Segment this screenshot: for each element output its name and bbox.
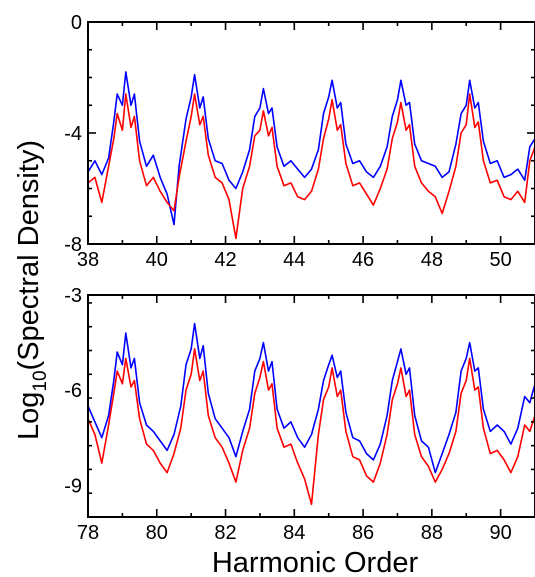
x-tick-label: 82 bbox=[214, 522, 236, 544]
x-tick-label: 90 bbox=[489, 522, 511, 544]
x-tick-label: 84 bbox=[283, 522, 305, 544]
top-series-line-red bbox=[88, 93, 535, 240]
y-tick-label: -4 bbox=[64, 123, 82, 145]
bottom-panel: 78 80 82 84 86 88 90 -3 -6 -9 bbox=[64, 285, 535, 544]
y-axis-label-rest: (Spectral Density) bbox=[13, 140, 45, 370]
x-tick-label: 44 bbox=[283, 249, 305, 271]
x-tick-label: 50 bbox=[489, 249, 511, 271]
bottom-panel-tick-labels: 78 80 82 84 86 88 90 -3 -6 -9 bbox=[64, 285, 512, 544]
top-panel-ticks bbox=[87, 21, 535, 245]
y-tick-label: 0 bbox=[71, 12, 82, 34]
bottom-panel-ticks bbox=[87, 295, 535, 518]
x-tick-label: 86 bbox=[352, 522, 374, 544]
x-tick-label: 88 bbox=[421, 522, 443, 544]
top-series-line-blue bbox=[88, 71, 535, 226]
x-axis-label: Harmonic Order bbox=[212, 547, 419, 577]
x-tick-label: 46 bbox=[352, 249, 374, 271]
top-panel-frame bbox=[87, 21, 535, 245]
top-panel-series-group bbox=[88, 71, 535, 240]
y-axis-label-log: Log bbox=[13, 392, 45, 440]
x-tick-label: 42 bbox=[214, 249, 236, 271]
x-tick-label: 38 bbox=[77, 249, 99, 271]
y-tick-label: -6 bbox=[64, 380, 82, 402]
x-tick-label: 78 bbox=[77, 522, 99, 544]
bottom-series-line-blue bbox=[88, 322, 535, 474]
y-tick-label: -3 bbox=[64, 285, 82, 307]
y-axis-label: Log10(Spectral Density) bbox=[13, 140, 51, 440]
top-panel: 38 40 42 44 46 48 50 0 -4 -8 bbox=[64, 12, 535, 271]
x-tick-label: 80 bbox=[146, 522, 168, 544]
bottom-series-line-red bbox=[88, 348, 535, 506]
bottom-panel-series-group bbox=[88, 322, 535, 506]
y-tick-label: -9 bbox=[64, 475, 82, 497]
x-tick-label: 40 bbox=[146, 249, 168, 271]
bottom-panel-frame bbox=[87, 294, 535, 518]
top-panel-tick-labels: 38 40 42 44 46 48 50 0 -4 -8 bbox=[64, 12, 512, 271]
x-tick-label: 48 bbox=[421, 249, 443, 271]
y-axis-label-sub: 10 bbox=[30, 370, 51, 391]
y-tick-label: -8 bbox=[64, 234, 82, 256]
